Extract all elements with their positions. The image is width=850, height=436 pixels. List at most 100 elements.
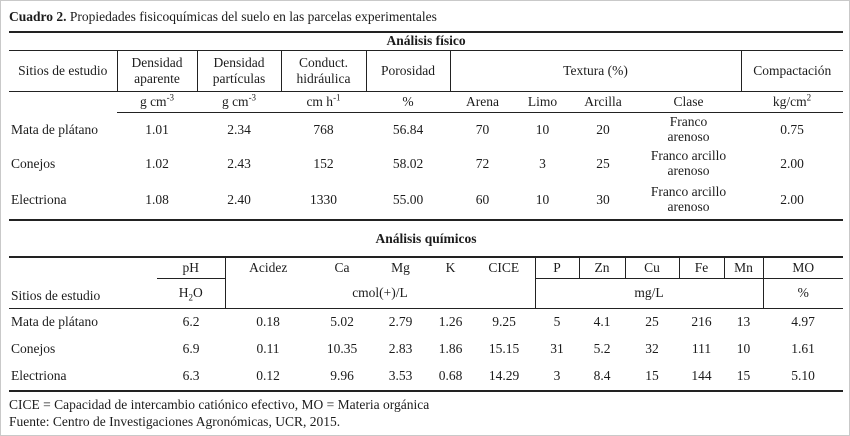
cell-site: Electriona xyxy=(11,191,67,207)
col-header-compaction: Compactación xyxy=(741,50,844,92)
table-cell: 0.18 xyxy=(256,314,280,330)
col-header-mo: MO xyxy=(763,257,843,279)
table-row: Electriona 6.3 0.12 9.96 3.53 0.68 14.29… xyxy=(9,363,843,391)
cell-texture-class: Franco arcillo arenoso xyxy=(650,184,727,214)
table-cell: 2.00 xyxy=(780,191,804,207)
col-header-texture: Textura (%) xyxy=(450,50,742,92)
col-header-k: K xyxy=(445,260,456,276)
col-header-cu: Cu xyxy=(625,257,680,279)
table-cell: 3 xyxy=(539,155,546,171)
table-cell: 15 xyxy=(736,368,751,384)
table-cell: 10.35 xyxy=(326,341,358,357)
unit-compaction: kg/cm2 xyxy=(741,91,844,113)
table-cell: 2.83 xyxy=(388,341,413,357)
table-cell: 72 xyxy=(475,155,490,171)
col-header-particle-density: Densidad partículas xyxy=(197,50,282,92)
cell-site: Mata de plátano xyxy=(11,121,98,137)
cell-site: Electriona xyxy=(11,368,67,384)
table-cell: 10 xyxy=(535,121,550,137)
table-cell: 111 xyxy=(691,341,712,357)
unit-class: Clase xyxy=(636,91,741,113)
col-header-porosity: Porosidad xyxy=(366,50,451,92)
cell-site: Conejos xyxy=(11,341,56,357)
unit-porosity: % xyxy=(366,91,450,113)
unit-percent: % xyxy=(763,278,843,309)
table-cell: 32 xyxy=(645,341,659,357)
physical-units-row: g cm-3 g cm-3 cm h-1 % Arena Limo Arcill… xyxy=(9,91,844,113)
table-cell: 31 xyxy=(550,341,564,357)
table-cell: 70 xyxy=(475,121,490,137)
unit-water: H2O xyxy=(157,278,226,309)
unit-cmol: cmol(+)/L xyxy=(225,278,536,309)
col-header-sites: Sitios de estudio xyxy=(9,50,118,92)
physical-section-row: Análisis físico xyxy=(9,32,844,51)
footnote-source: Fuente: Centro de Investigaciones Agronó… xyxy=(9,414,341,429)
col-header-hydraulic-conductivity: Conduct. hidráulica xyxy=(281,50,367,92)
table-cell: 10 xyxy=(736,341,751,357)
table-cell: 152 xyxy=(313,155,334,171)
table-cell: 2.79 xyxy=(388,314,413,330)
table-cell: 8.4 xyxy=(593,368,611,384)
table-row: Mata de plátano 1.01 2.34 768 56.84 70 1… xyxy=(9,113,843,148)
cell-site: Mata de plátano xyxy=(11,314,98,330)
physical-section-title: Análisis físico xyxy=(9,32,844,51)
table-cell: 56.84 xyxy=(392,121,424,137)
unit-sand: Arena xyxy=(450,91,515,113)
table-cell: 5.10 xyxy=(791,368,815,384)
table-cell: 13 xyxy=(736,314,751,330)
col-header-bulk-density: Densidad aparente xyxy=(117,50,198,92)
table-cell: 2.34 xyxy=(227,121,251,137)
table-row: Electriona 1.08 2.40 1330 55.00 60 10 30… xyxy=(9,181,843,220)
chemical-header-row-1: Sitios de estudio pH Acidez Ca Mg K CICE… xyxy=(9,257,843,309)
table-cell: 768 xyxy=(313,121,334,137)
col-header-zn: Zn xyxy=(579,257,626,279)
table-cell: 3 xyxy=(553,368,561,384)
table-cell: 58.02 xyxy=(392,155,424,171)
cell-site: Conejos xyxy=(11,155,56,171)
col-header-mn: Mn xyxy=(724,257,764,279)
col-header-ca: Ca xyxy=(334,260,350,276)
table-cell: 5.2 xyxy=(593,341,611,357)
table-caption: Cuadro 2. Propiedades fisicoquímicas del… xyxy=(9,7,841,27)
table-row: Mata de plátano 6.2 0.18 5.02 2.79 1.26 … xyxy=(9,309,843,337)
table-cell: 30 xyxy=(596,191,610,207)
table-cell: 10 xyxy=(535,191,550,207)
table-cell: 0.75 xyxy=(780,121,804,137)
unit-mgl: mg/L xyxy=(535,278,764,309)
table-cell: 25 xyxy=(596,155,610,171)
table-cell: 216 xyxy=(691,314,712,330)
table-cell: 15.15 xyxy=(488,341,520,357)
col-header-mg: Mg xyxy=(391,260,410,276)
chemical-header-row-2: H2O cmol(+)/L mg/L % xyxy=(9,278,843,309)
table-caption-label: Cuadro 2. xyxy=(9,9,67,24)
table-cell: 5 xyxy=(553,314,561,330)
unit-clay: Arcilla xyxy=(570,91,636,113)
col-header-sites: Sitios de estudio xyxy=(9,257,157,309)
table-cell: 9.96 xyxy=(330,368,354,384)
table-cell: 6.9 xyxy=(182,341,200,357)
table-cell: 60 xyxy=(475,191,490,207)
table-cell: 2.43 xyxy=(227,155,251,171)
unit-particle-density: g cm-3 xyxy=(197,91,281,113)
footnote-abbreviations: CICE = Capacidad de intercambio catiónic… xyxy=(9,397,430,412)
table-cell: 6.2 xyxy=(182,314,200,330)
physical-analysis-table: Análisis físico Sitios de estudio Densid… xyxy=(9,31,844,221)
table-cell: 4.1 xyxy=(593,314,611,330)
cell-texture-class: Franco arcillo arenoso xyxy=(650,148,727,178)
table-cell: 144 xyxy=(691,368,712,384)
col-header-ph: pH xyxy=(157,257,226,279)
table-cell: 2.00 xyxy=(780,155,804,171)
col-header-cice: CICE xyxy=(473,257,536,279)
col-header-p: P xyxy=(535,257,580,279)
table-row: Conejos 6.9 0.11 10.35 2.83 1.86 15.15 3… xyxy=(9,336,843,363)
table-cell: 2.40 xyxy=(227,191,251,207)
table-cell: 55.00 xyxy=(392,191,424,207)
chemical-section-title: Análisis químicos xyxy=(375,231,477,246)
table-cell: 6.3 xyxy=(182,368,200,384)
unit-bulk-density: g cm-3 xyxy=(117,91,197,113)
table-cell: 0.68 xyxy=(438,368,463,384)
table-caption-text: Propiedades fisicoquímicas del suelo en … xyxy=(69,9,437,24)
table-cell: 1.61 xyxy=(791,341,815,357)
table-cell: 5.02 xyxy=(330,314,354,330)
